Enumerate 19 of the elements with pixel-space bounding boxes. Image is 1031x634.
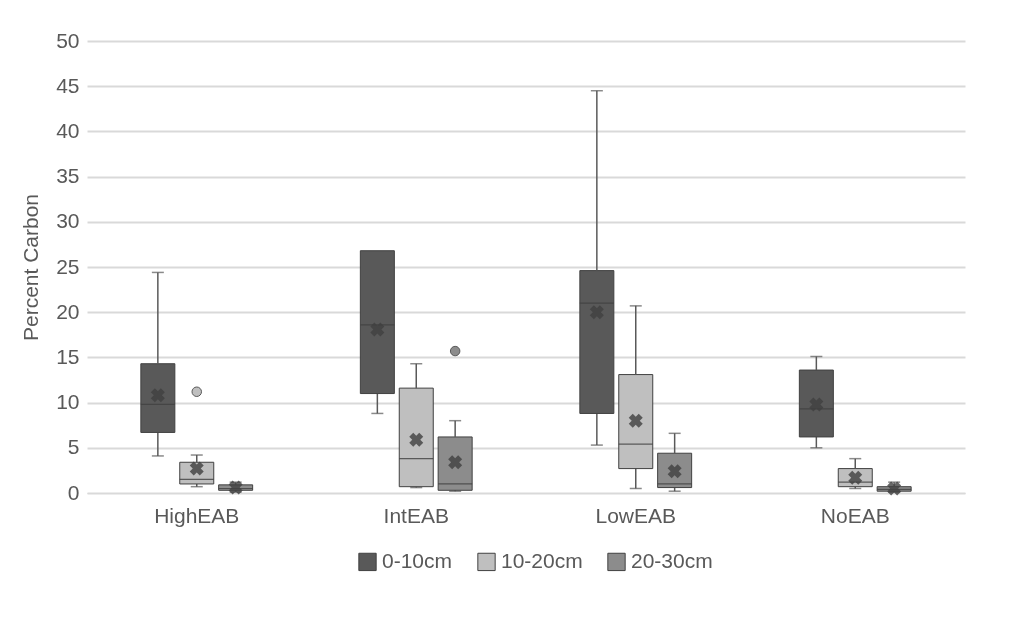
y-tick-label: 40	[56, 118, 80, 142]
y-tick-label: 15	[56, 344, 80, 368]
y-tick-label: 10	[56, 390, 80, 414]
y-tick-label: 30	[56, 209, 80, 233]
y-tick-label: 45	[56, 73, 80, 97]
legend-label: 20-30cm	[631, 548, 713, 572]
y-tick-label: 35	[56, 164, 80, 188]
legend-label: 10-20cm	[501, 548, 583, 572]
x-tick-label: IntEAB	[383, 503, 449, 527]
y-tick-label: 0	[67, 480, 80, 504]
x-tick-label: LowEAB	[595, 503, 677, 527]
y-tick-label: 20	[56, 299, 80, 323]
x-tick-label: NoEAB	[820, 503, 890, 527]
y-tick-label: 50	[56, 28, 80, 52]
x-tick-label: HighEAB	[154, 503, 240, 527]
legend-label: 0-10cm	[382, 548, 453, 572]
y-tick-label: 5	[67, 435, 80, 459]
y-axis-title: Percent Carbon	[19, 193, 43, 342]
y-tick-label: 25	[56, 254, 80, 278]
